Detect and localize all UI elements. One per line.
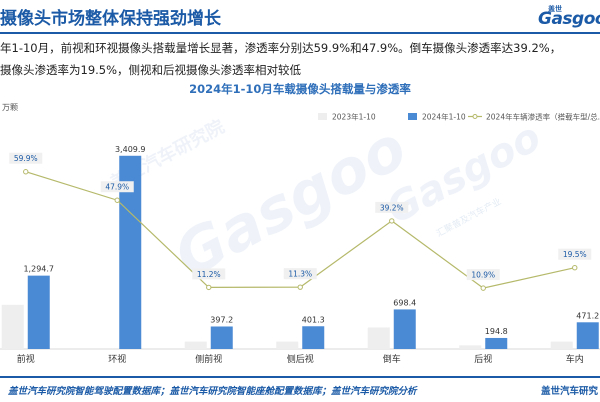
bar-2023-4 [367,327,390,349]
rate-label-2: 11.2% [197,270,221,279]
x-tick-label-0: 前视 [17,353,35,365]
bar-label-2024-1: 3,409.9 [115,145,146,154]
bar-label-2024-5: 194.8 [485,327,508,336]
x-tick-label-4: 倒车 [383,353,401,365]
bar-2023-2 [184,341,207,349]
bar-label-2024-2: 397.2 [210,315,233,324]
rate-label-5: 10.9% [471,271,495,280]
x-tick-label-3: 侧后视 [287,353,314,365]
rate-label-6: 19.5% [563,250,587,259]
legend-swatch-2024 [408,113,417,120]
rate-label-bg-1 [100,181,134,193]
brand-logo: 盖世 Gasgoo [538,4,600,30]
x-tick-label-1: 环视 [108,353,126,365]
x-tick-label-2: 侧前视 [195,353,222,365]
rate-label-0: 59.9% [14,154,38,163]
summary-text: 年1-10月，前视和环视摄像头搭载量增长显著，渗透率分别达59.9%和47.9%… [0,37,600,81]
rate-point-5 [480,285,486,291]
bar-2024-1 [119,155,142,349]
rate-label-4: 39.2% [380,203,404,212]
bar-2023-6 [550,341,573,349]
header-divider [0,32,600,34]
rate-point-4 [389,218,395,224]
footer-brand: 盖世汽车研究 [540,386,598,397]
footer-source: 盖世汽车研究院智能驾驶配置数据库；盖世汽车研究院智能座舱配置数据库；盖世汽车研究… [8,386,417,397]
bar-2024-2 [210,326,233,349]
y-axis-label: 万颗 [2,103,18,112]
summary-line-2: 摄像头渗透率为19.5%，侧视和后视摄像头渗透率相对较低 [0,63,302,77]
rate-label-3: 11.3% [288,270,312,279]
chart-title: 2024年1-10月车载摄像头搭载量与渗透率 [189,82,411,96]
summary-line-1: 年1-10月，前视和环视摄像头搭载量增长显著，渗透率分别达59.9%和47.9%… [0,41,562,55]
rate-point-1 [114,197,120,203]
brand-logo-main: Gasgoo [538,9,600,29]
bar-2023-0 [1,304,24,349]
rate-label-bg-2 [192,268,226,280]
rate-point-0 [23,169,29,175]
bar-label-2024-4: 698.4 [393,298,416,307]
footer: 盖世汽车研究院智能驾驶配置数据库；盖世汽车研究院智能座舱配置数据库；盖世汽车研究… [0,376,600,402]
rate-label-bg-3 [283,268,317,280]
legend-label-rate: 2024年车辆渗透率（搭载车型/总... [486,112,600,122]
bar-2024-3 [302,326,325,349]
rate-label-bg-0 [9,152,43,164]
x-tick-label-5: 后视 [474,353,492,365]
bar-label-2024-0: 1,294.7 [23,265,54,274]
rate-label-bg-4 [375,201,409,213]
bar-2024-6 [576,322,599,349]
rate-point-6 [572,264,578,271]
legend-label-2024: 2024年1-10 [422,112,466,122]
legend-label-2023: 2023年1-10 [332,112,376,122]
legend-swatch-2023 [318,113,327,120]
bar-2023-3 [276,341,299,349]
page-title: 摄像头市场整体保持强劲增长 [0,9,221,29]
rate-point-2 [206,284,212,291]
rate-label-1: 47.9% [105,183,129,192]
legend-marker-rate [472,114,478,119]
x-tick-label-6: 车内 [566,353,584,365]
brand-logo-small: 盖世 [548,5,562,13]
bar-2024-0 [27,275,50,349]
rate-label-bg-5 [466,269,500,281]
bar-2024-5 [485,337,508,349]
bar-label-2024-6: 471.2 [576,311,599,320]
rate-point-3 [297,284,303,290]
bar-label-2024-3: 401.3 [302,315,325,324]
rate-label-bg-6 [558,248,592,260]
bar-2023-5 [459,345,482,349]
bar-2024-4 [393,309,416,349]
